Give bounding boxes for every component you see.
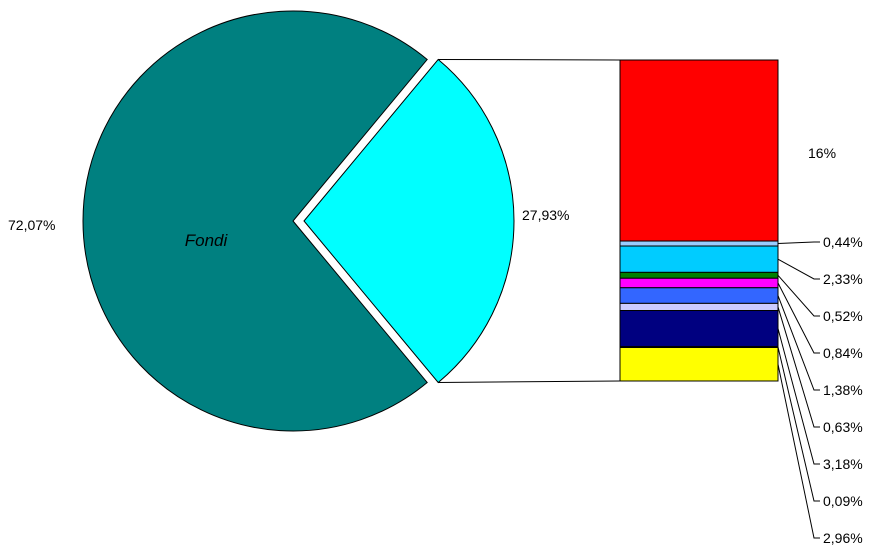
leader-line-10 bbox=[777, 364, 820, 539]
bar-segment-8 bbox=[619, 310, 779, 347]
stacked-bar bbox=[619, 59, 779, 382]
pie bbox=[82, 10, 515, 432]
bar-value-label-4: 0,52% bbox=[823, 308, 863, 324]
bar-segment-3 bbox=[619, 245, 779, 273]
bar-segment-5 bbox=[619, 277, 779, 289]
pie-slice-fondi bbox=[82, 10, 428, 432]
bar-segment-7 bbox=[619, 302, 779, 312]
leader-line-7 bbox=[777, 306, 820, 428]
pie-value-label-fondi: 72,07% bbox=[8, 217, 55, 233]
connector-lines bbox=[438, 58, 621, 384]
leader-line-4 bbox=[777, 274, 820, 317]
bar-value-label-3: 2,33% bbox=[823, 271, 863, 287]
leader-line-8 bbox=[777, 328, 820, 465]
leader-line-5 bbox=[777, 282, 820, 354]
data-labels: Fondi 72,07% 27,93% 16% 0,44% 2,33% 0,52% 0,84%… bbox=[8, 145, 863, 546]
connector-line-top bbox=[438, 58, 621, 61]
leader-line-2 bbox=[777, 241, 820, 245]
bar-value-label-7: 0,63% bbox=[823, 419, 863, 435]
bar-value-label-9: 0,09% bbox=[823, 493, 863, 509]
bar-segment-4 bbox=[619, 271, 779, 279]
bar-value-label-1: 16% bbox=[808, 145, 836, 161]
bar-segment-1 bbox=[619, 59, 779, 242]
pie-slice-other bbox=[303, 58, 515, 384]
bar-value-label-6: 1,38% bbox=[823, 382, 863, 398]
pie-value-label-other: 27,93% bbox=[522, 207, 569, 223]
bar-value-label-10: 2,96% bbox=[823, 530, 863, 546]
leader-line-3 bbox=[777, 258, 820, 280]
bar-value-label-2: 0,44% bbox=[823, 234, 863, 250]
leader-line-9 bbox=[777, 346, 820, 502]
pie-slice-label-fondi: Fondi bbox=[185, 231, 229, 250]
bar-segment-6 bbox=[619, 287, 779, 304]
bar-segment-10 bbox=[619, 347, 779, 382]
connector-line-bottom bbox=[438, 380, 621, 384]
bar-value-label-8: 3,18% bbox=[823, 456, 863, 472]
leader-line-6 bbox=[777, 295, 820, 391]
bar-value-label-5: 0,84% bbox=[823, 345, 863, 361]
bar-segment-2 bbox=[619, 240, 779, 247]
